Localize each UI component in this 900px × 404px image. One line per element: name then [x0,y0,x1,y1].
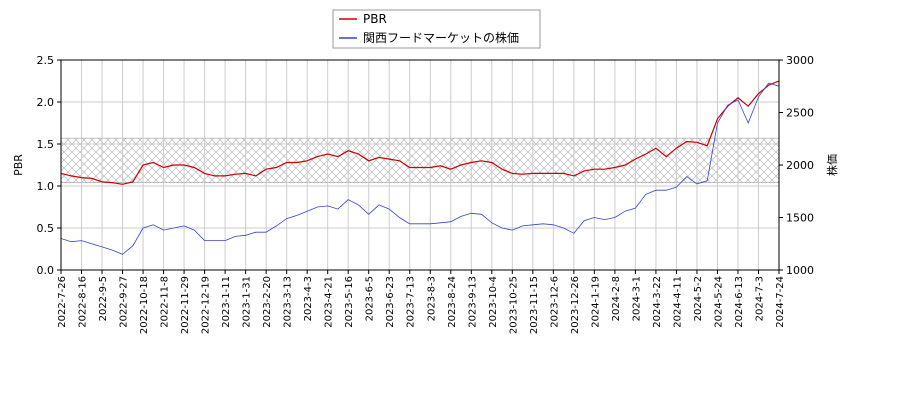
plot [60,80,780,255]
x-tick-label: 2024-1-19 [590,276,601,328]
x-tick-label: 2023-8-24 [447,276,458,328]
x-tick-label: 2023-6-23 [385,276,396,328]
x-tick-label: 2023-12-26 [570,276,581,334]
x-tick-label: 2023-2-20 [262,276,273,328]
shaded-band [60,137,780,183]
x-tick-label: 2024-5-2 [693,276,704,321]
x-tick-label: 2024-3-22 [652,276,663,328]
legend-label: PBR [363,12,387,26]
x-tick-label: 2022-8-16 [78,276,89,328]
x-tick-label: 2024-3-1 [631,276,642,321]
y-tick-label: 0.0 [37,264,55,277]
y-tick-label: 2.0 [37,96,55,109]
y2-tick-label: 2000 [786,159,814,172]
x-tick-label: 2024-7-3 [754,276,765,321]
x-tick-label: 2023-10-4 [488,276,499,328]
y-tick-label: 2.5 [37,54,55,67]
x-tick-label: 2022-9-27 [119,276,130,328]
x-tick-label: 2024-2-8 [611,276,622,321]
x-tick-label: 2022-11-29 [180,276,191,334]
x-tick-label: 2022-11-8 [160,276,171,328]
y2-tick-label: 1500 [786,212,814,225]
x-tick-label: 2022-10-18 [139,276,150,334]
x-tick-label: 2023-8-3 [426,276,437,321]
y2-axis-label: 株価 [825,154,839,176]
legend: PBR 関西フードマーケットの株価 [332,9,541,49]
x-tick-label: 2022-9-5 [98,276,109,321]
x-tick-label: 2023-1-11 [221,276,232,328]
x-tick-label: 2023-4-21 [324,276,335,328]
x-tick-label: 2024-7-24 [775,276,786,328]
x-tick-label: 2023-6-5 [365,276,376,321]
grid [60,59,780,271]
legend-box [332,9,541,49]
x-tick-label: 2023-10-25 [508,276,519,334]
y-tick-label: 1.0 [37,180,55,193]
legend-label: 関西フードマーケットの株価 [363,30,519,45]
x-tick-label: 2024-6-13 [734,276,745,328]
y-tick-label: 0.5 [37,222,55,235]
y2-tick-label: 3000 [786,54,814,67]
x-tick-label: 2023-1-31 [242,276,253,328]
y-tick-label: 1.5 [37,138,55,151]
x-tick-label: 2024-4-11 [672,276,683,328]
y-axis-label: PBR [12,154,25,176]
x-tick-label: 2023-11-15 [529,276,540,334]
series-line [60,82,780,255]
x-tick-label: 2023-7-13 [406,276,417,328]
x-tick-label: 2023-9-13 [467,276,478,328]
x-tick-label: 2023-4-3 [303,276,314,321]
x-tick-label: 2023-5-16 [344,276,355,328]
series-line [60,80,780,185]
x-tick-label: 2023-3-13 [283,276,294,328]
x-tick-label: 2023-12-6 [549,276,560,328]
x-tick-label: 2022-12-19 [201,276,212,334]
x-tick-label: 2024-5-24 [713,276,724,328]
y2-tick-label: 2500 [786,107,814,120]
x-tick-label: 2022-7-26 [57,276,68,328]
y2-tick-label: 1000 [786,264,814,277]
